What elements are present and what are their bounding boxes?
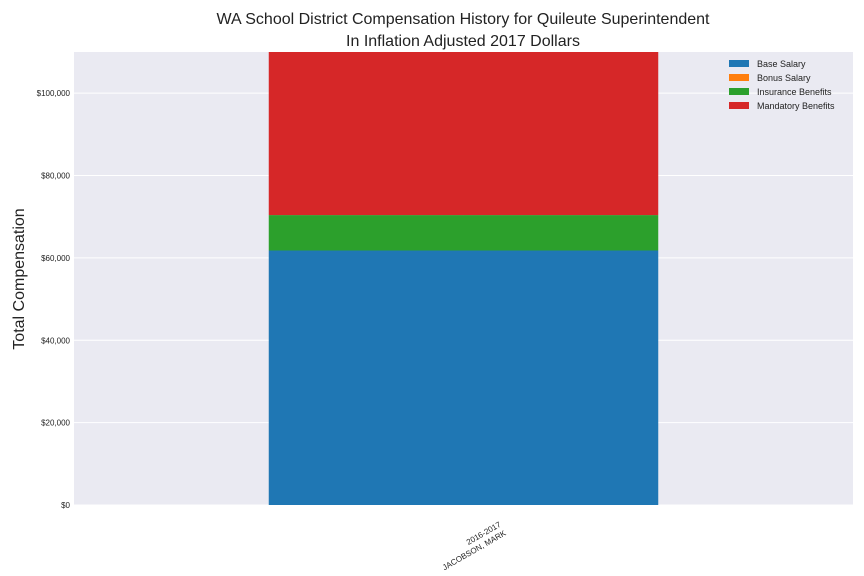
y-tick-label: $20,000 [41, 419, 70, 428]
y-axis-ticks: $0 $20,000 $40,000 $60,000 $80,000 $100,000 [37, 89, 71, 510]
bar-segment-base-salary [268, 250, 659, 505]
legend-label-insurance-benefits: Insurance Benefits [757, 87, 832, 97]
legend-label-bonus-salary: Bonus Salary [757, 73, 811, 83]
legend-swatch-insurance-benefits [729, 88, 749, 95]
bars [268, 52, 659, 505]
chart-title-line-2: In Inflation Adjusted 2017 Dollars [346, 33, 580, 50]
y-axis-label: Total Compensation [11, 208, 28, 349]
bar-segment-mandatory-benefits [268, 52, 659, 216]
legend-label-base-salary: Base Salary [757, 59, 806, 69]
y-tick-label: $40,000 [41, 336, 70, 345]
legend-label-mandatory-benefits: Mandatory Benefits [757, 101, 835, 111]
legend: Base Salary Bonus Salary Insurance Benefit… [729, 59, 835, 111]
chart-title-line-1: WA School District Compensation History … [217, 11, 711, 28]
legend-swatch-bonus-salary [729, 74, 749, 81]
legend-swatch-mandatory-benefits [729, 102, 749, 109]
y-tick-label: $0 [61, 501, 70, 510]
legend-swatch-base-salary [729, 60, 749, 67]
y-tick-label: $100,000 [37, 89, 71, 98]
y-tick-label: $80,000 [41, 172, 70, 181]
bar-segment-insurance-benefits [268, 215, 659, 251]
y-tick-label: $60,000 [41, 254, 70, 263]
